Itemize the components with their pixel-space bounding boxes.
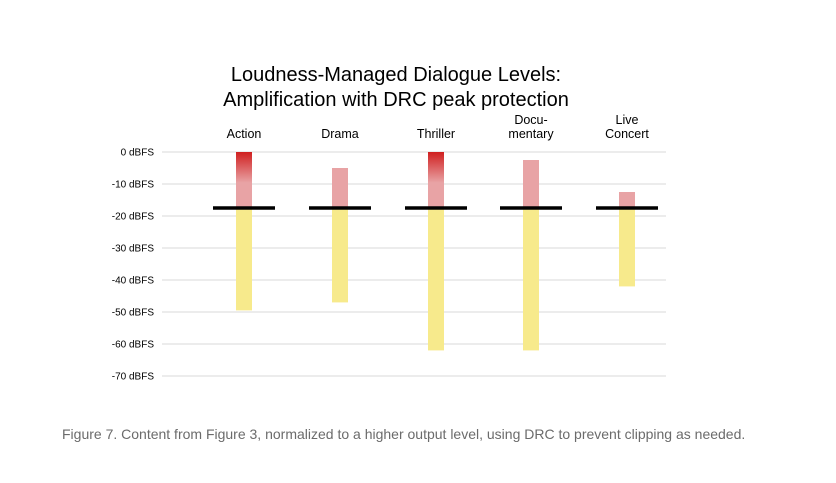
y-tick-label: -10 dBFS [112, 180, 155, 191]
bar-above-dialogue [332, 168, 348, 208]
y-axis-ticks: 0 dBFS -10 dBFS -20 dBFS -30 dBFS -40 dBFS -5… [112, 148, 155, 383]
bar-above-dialogue [236, 152, 252, 208]
category-label: Docu- [514, 113, 547, 127]
y-tick-label: -40 dBFS [112, 276, 155, 287]
category-label: Thriller [417, 127, 455, 141]
chart-title-line-2: Amplification with DRC peak protection [223, 89, 569, 111]
category-label: mentary [508, 127, 554, 141]
category-label: Drama [321, 127, 359, 141]
y-tick-label: -60 dBFS [112, 340, 155, 351]
category-label: Action [227, 127, 262, 141]
bar-above-dialogue [619, 192, 635, 208]
bars [213, 152, 658, 351]
bar-above-dialogue [523, 160, 539, 208]
bar-below-dialogue [619, 208, 635, 287]
bar-below-dialogue [332, 208, 348, 303]
chart-title-line-1: Loudness-Managed Dialogue Levels: [231, 64, 561, 86]
y-tick-label: -70 dBFS [112, 372, 155, 383]
bar-below-dialogue [236, 208, 252, 311]
category-label: Live [616, 113, 639, 127]
bar-below-dialogue [428, 208, 444, 351]
category-label: Concert [605, 127, 649, 141]
bar-below-dialogue [523, 208, 539, 351]
bar-above-dialogue [428, 152, 444, 208]
y-tick-label: -30 dBFS [112, 244, 155, 255]
y-tick-label: 0 dBFS [121, 148, 155, 159]
y-tick-label: -20 dBFS [112, 212, 155, 223]
figure-caption: Figure 7. Content from Figure 3, normali… [62, 426, 746, 442]
category-labels: Action Drama Thriller Docu-mentary LiveConce… [227, 113, 650, 141]
y-tick-label: -50 dBFS [112, 308, 155, 319]
